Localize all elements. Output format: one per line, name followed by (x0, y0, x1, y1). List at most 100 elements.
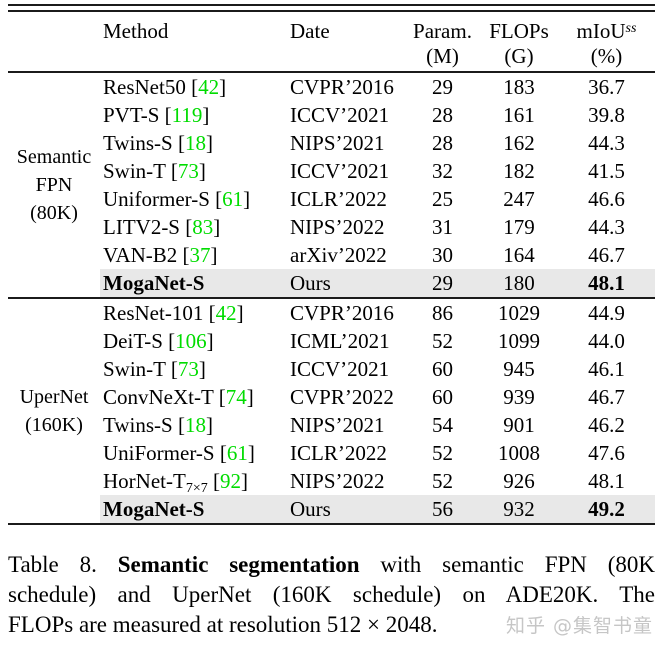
caption-line-2: schedule) and UperNet (160K schedule) on… (8, 582, 655, 607)
params-cell: 60 (432, 385, 453, 409)
citation-number: 18 (184, 131, 206, 155)
date-cell: Ours (290, 497, 331, 521)
table-group: Semantic FPN (80K) ResNet50 [42] CVPR’2016 29… (8, 73, 655, 297)
flops-cell: 1029 (498, 301, 540, 325)
table-row: ConvNeXt-T [74] CVPR’2022 60 939 46.7 (100, 383, 655, 411)
header-date: Date (290, 19, 330, 43)
header-miou: mIoUss (576, 19, 637, 43)
table-row: Twins-S [18] NIPS’2021 54 901 46.2 (100, 411, 655, 439)
miou-cell: 46.7 (588, 243, 625, 267)
flops-cell: 179 (503, 215, 535, 239)
table-row: MogaNet-S Ours 56 932 49.2 (100, 495, 655, 523)
params-cell: 60 (432, 357, 453, 381)
table-rule-group-divider (8, 297, 655, 299)
citation-number: 119 (171, 103, 203, 127)
date-cell: ICLR’2022 (290, 441, 387, 465)
date-cell: NIPS’2022 (290, 215, 385, 239)
table-row: ResNet-101 [42] CVPR’2016 86 1029 44.9 (100, 299, 655, 327)
miou-cell: 44.3 (588, 215, 625, 239)
header-miou-unit: (%) (590, 44, 623, 68)
flops-cell: 180 (503, 271, 535, 295)
miou-cell: 41.5 (588, 159, 625, 183)
method-cell: ResNet50 [42] (103, 75, 227, 99)
header-params: Param. (413, 19, 472, 43)
group-label-line: (80K) (30, 202, 78, 224)
method-cell: UniFormer-S [61] (103, 441, 255, 465)
params-cell: 86 (432, 301, 453, 325)
table-group: UperNet (160K) ResNet-101 [42] CVPR’2016 86 1… (8, 299, 655, 523)
method-cell: ResNet-101 [42] (103, 301, 244, 325)
params-cell: 30 (432, 243, 453, 267)
citation-number: 37 (189, 243, 211, 267)
params-cell: 29 (432, 75, 453, 99)
params-cell: 31 (432, 215, 453, 239)
table-rule-top-inner (8, 10, 655, 12)
flops-cell: 939 (503, 385, 535, 409)
date-cell: NIPS’2021 (290, 131, 385, 155)
caption-line-1: Table 8. Semantic segmentation with sema… (8, 552, 656, 577)
params-cell: 52 (432, 441, 453, 465)
citation-number: 92 (219, 469, 241, 493)
date-cell: ICCV’2021 (290, 103, 390, 127)
table-row: Uniformer-S [61] ICLR’2022 25 247 46.6 (100, 185, 655, 213)
method-cell: Uniformer-S [61] (103, 187, 251, 211)
group-label-line: UperNet (19, 386, 89, 408)
method-subscript: 7×7 (185, 481, 208, 496)
method-cell: HorNet-T7×7 [92] (103, 469, 248, 496)
citation-number: 61 (226, 441, 248, 465)
table-row: DeiT-S [106] ICML’2021 52 1099 44.0 (100, 327, 655, 355)
method-cell: Swin-T [73] (103, 159, 206, 183)
miou-cell: 44.9 (588, 301, 625, 325)
date-cell: ICLR’2022 (290, 187, 387, 211)
flops-cell: 901 (503, 413, 535, 437)
flops-cell: 926 (503, 469, 535, 493)
flops-cell: 162 (503, 131, 535, 155)
params-cell: 32 (432, 159, 453, 183)
params-cell: 54 (432, 413, 453, 437)
method-cell: LITV2-S [83] (103, 215, 221, 239)
header-method: Method (103, 19, 169, 43)
flops-cell: 247 (503, 187, 535, 211)
date-cell: ICML’2021 (290, 329, 390, 353)
method-cell: Twins-S [18] (103, 413, 213, 437)
header-params-unit: (M) (426, 44, 459, 68)
date-cell: arXiv’2022 (290, 243, 387, 267)
citation-number: 73 (177, 357, 199, 381)
miou-superscript: ss (625, 21, 637, 36)
flops-cell: 164 (503, 243, 535, 267)
params-cell: 29 (432, 271, 453, 295)
flops-cell: 1008 (498, 441, 540, 465)
table-header-line2: (M) (G) (%) (8, 44, 655, 71)
citation-number: 42 (215, 301, 237, 325)
method-cell: ConvNeXt-T [74] (103, 385, 254, 409)
table-caption: Table 8. Semantic segmentation with sema… (8, 550, 655, 640)
table-rule-bottom (8, 523, 655, 525)
caption-label: Table 8. (8, 552, 97, 577)
miou-cell: 36.7 (588, 75, 625, 99)
table-row: Swin-T [73] ICCV’2021 32 182 41.5 (100, 157, 655, 185)
miou-cell: 49.2 (588, 497, 625, 521)
miou-cell: 46.1 (588, 357, 625, 381)
date-cell: ICCV’2021 (290, 159, 390, 183)
miou-cell: 46.7 (588, 385, 625, 409)
miou-cell: 39.8 (588, 103, 625, 127)
table-header-line1: Method Date Param. FLOPs mIoUss (8, 12, 655, 44)
citation-number: 106 (175, 329, 207, 353)
table-row: VAN-B2 [37] arXiv’2022 30 164 46.7 (100, 241, 655, 269)
header-flops-unit: (G) (504, 44, 534, 68)
miou-cell: 48.1 (588, 469, 625, 493)
miou-cell: 44.0 (588, 329, 625, 353)
flops-cell: 1099 (498, 329, 540, 353)
header-flops: FLOPs (489, 19, 549, 43)
miou-cell: 46.2 (588, 413, 625, 437)
miou-cell: 47.6 (588, 441, 625, 465)
date-cell: CVPR’2022 (290, 385, 394, 409)
method-cell: PVT-S [119] (103, 103, 210, 127)
citation-number: 42 (198, 75, 220, 99)
params-cell: 52 (432, 329, 453, 353)
watermark: 知乎 @集智书童 (506, 615, 654, 637)
table-row: UniFormer-S [61] ICLR’2022 52 1008 47.6 (100, 439, 655, 467)
params-cell: 28 (432, 131, 453, 155)
group-label: Semantic FPN (80K) (8, 73, 100, 297)
group-rows: ResNet50 [42] CVPR’2016 29 183 36.7 PVT-S [11… (100, 73, 655, 297)
